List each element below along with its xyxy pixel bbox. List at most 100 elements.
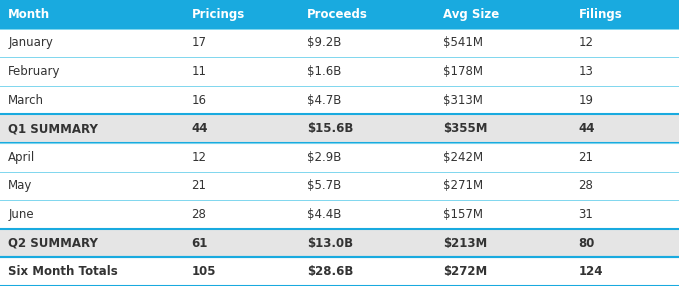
Text: Proceeds: Proceeds <box>307 8 368 21</box>
Text: $15.6B: $15.6B <box>307 122 353 135</box>
Bar <box>435 200 570 229</box>
Text: 44: 44 <box>579 122 595 135</box>
Text: April: April <box>8 151 35 164</box>
Bar <box>299 86 435 114</box>
Text: Avg Size: Avg Size <box>443 8 499 21</box>
Text: Q1 SUMMARY: Q1 SUMMARY <box>8 122 98 135</box>
Bar <box>299 29 435 57</box>
Bar <box>183 57 299 86</box>
Text: $2.9B: $2.9B <box>307 151 342 164</box>
Bar <box>435 114 570 143</box>
Bar <box>299 143 435 172</box>
Bar <box>570 114 679 143</box>
Text: 31: 31 <box>579 208 593 221</box>
Bar <box>0 29 183 57</box>
Bar <box>435 229 570 257</box>
Text: 12: 12 <box>579 36 593 49</box>
Bar <box>299 200 435 229</box>
Bar <box>0 257 183 286</box>
Text: $5.7B: $5.7B <box>307 179 341 192</box>
Bar <box>570 172 679 200</box>
Bar <box>435 86 570 114</box>
Bar <box>570 257 679 286</box>
Text: $272M: $272M <box>443 265 487 278</box>
Text: 13: 13 <box>579 65 593 78</box>
Text: 17: 17 <box>191 36 206 49</box>
Text: 21: 21 <box>191 179 206 192</box>
Bar <box>570 29 679 57</box>
Text: $271M: $271M <box>443 179 483 192</box>
Bar <box>435 0 570 29</box>
Text: June: June <box>8 208 34 221</box>
Bar <box>299 172 435 200</box>
Bar <box>570 86 679 114</box>
Bar <box>183 229 299 257</box>
Text: 12: 12 <box>191 151 206 164</box>
Text: 80: 80 <box>579 237 595 250</box>
Bar <box>435 172 570 200</box>
Bar <box>435 57 570 86</box>
Text: $242M: $242M <box>443 151 483 164</box>
Bar <box>0 114 183 143</box>
Bar <box>299 257 435 286</box>
Bar <box>435 143 570 172</box>
Bar <box>183 0 299 29</box>
Bar <box>183 257 299 286</box>
Text: $9.2B: $9.2B <box>307 36 342 49</box>
Text: $313M: $313M <box>443 94 483 107</box>
Text: May: May <box>8 179 33 192</box>
Bar <box>0 57 183 86</box>
Text: $4.4B: $4.4B <box>307 208 342 221</box>
Bar <box>183 200 299 229</box>
Bar <box>570 200 679 229</box>
Text: 28: 28 <box>191 208 206 221</box>
Bar <box>299 57 435 86</box>
Text: $4.7B: $4.7B <box>307 94 342 107</box>
Text: $28.6B: $28.6B <box>307 265 353 278</box>
Text: Q2 SUMMARY: Q2 SUMMARY <box>8 237 98 250</box>
Text: $178M: $178M <box>443 65 483 78</box>
Text: Month: Month <box>8 8 50 21</box>
Bar <box>299 114 435 143</box>
Bar <box>183 172 299 200</box>
Bar <box>570 57 679 86</box>
Bar <box>570 0 679 29</box>
Text: 19: 19 <box>579 94 593 107</box>
Text: 21: 21 <box>579 151 593 164</box>
Text: Six Month Totals: Six Month Totals <box>8 265 118 278</box>
Bar <box>183 114 299 143</box>
Bar <box>183 143 299 172</box>
Bar <box>570 229 679 257</box>
Text: 105: 105 <box>191 265 216 278</box>
Text: Pricings: Pricings <box>191 8 244 21</box>
Text: Filings: Filings <box>579 8 622 21</box>
Bar <box>570 143 679 172</box>
Bar <box>183 29 299 57</box>
Bar <box>435 257 570 286</box>
Bar <box>183 86 299 114</box>
Text: 28: 28 <box>579 179 593 192</box>
Bar <box>0 172 183 200</box>
Bar <box>0 229 183 257</box>
Bar <box>435 29 570 57</box>
Bar <box>0 200 183 229</box>
Text: 11: 11 <box>191 65 206 78</box>
Text: 61: 61 <box>191 237 208 250</box>
Bar <box>299 229 435 257</box>
Bar <box>0 0 183 29</box>
Text: February: February <box>8 65 60 78</box>
Text: $13.0B: $13.0B <box>307 237 353 250</box>
Text: January: January <box>8 36 53 49</box>
Text: $541M: $541M <box>443 36 483 49</box>
Text: 124: 124 <box>579 265 603 278</box>
Text: $157M: $157M <box>443 208 483 221</box>
Bar <box>0 86 183 114</box>
Text: $213M: $213M <box>443 237 487 250</box>
Text: $355M: $355M <box>443 122 488 135</box>
Text: 16: 16 <box>191 94 206 107</box>
Bar <box>0 143 183 172</box>
Bar <box>299 0 435 29</box>
Text: 44: 44 <box>191 122 208 135</box>
Text: March: March <box>8 94 44 107</box>
Text: $1.6B: $1.6B <box>307 65 342 78</box>
